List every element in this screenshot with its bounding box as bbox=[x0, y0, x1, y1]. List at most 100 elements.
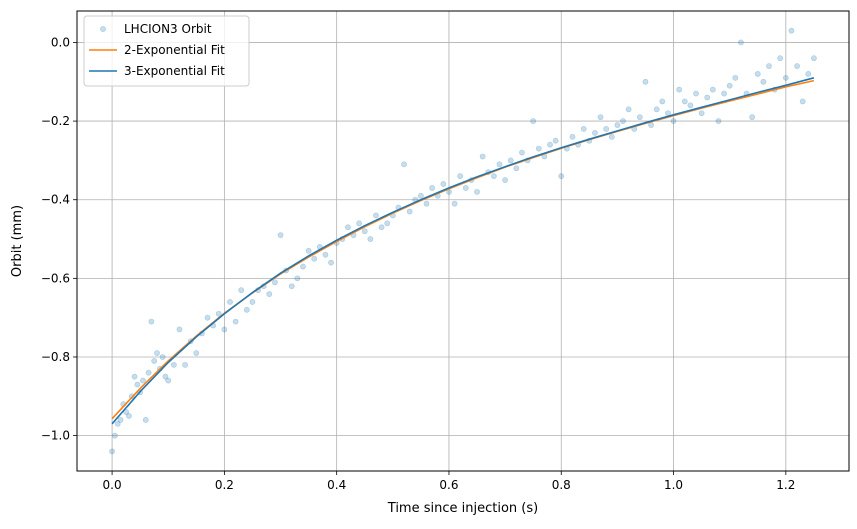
orbit-data-point bbox=[462, 185, 469, 191]
orbit-data-point bbox=[401, 161, 407, 168]
orbit-data-point bbox=[356, 220, 363, 227]
orbit-data-point bbox=[659, 98, 666, 105]
orbit-data-point bbox=[109, 448, 115, 455]
x-tick-label: 0.8 bbox=[552, 478, 571, 492]
orbit-data-point bbox=[738, 39, 744, 46]
orbit-data-point bbox=[345, 224, 351, 231]
axes-frame bbox=[76, 10, 850, 472]
orbit-data-point bbox=[126, 413, 132, 419]
orbit-data-point bbox=[145, 369, 152, 376]
orbit-data-point bbox=[693, 90, 699, 97]
two-exp-fit-line bbox=[111, 79, 815, 420]
three-exp-fit-line bbox=[111, 77, 815, 425]
orbit-data-point bbox=[182, 361, 188, 368]
orbit-data-point bbox=[681, 98, 688, 105]
orbit-data-point bbox=[788, 27, 795, 34]
orbit-data-point bbox=[749, 114, 756, 121]
orbit-data-point bbox=[311, 255, 318, 262]
orbit-data-point bbox=[305, 247, 312, 254]
orbit-data-point bbox=[361, 228, 368, 235]
legend-label: 2-Exponential Fit bbox=[124, 43, 225, 57]
orbit-data-point bbox=[300, 263, 306, 270]
x-axis-label: Time since injection (s) bbox=[387, 501, 538, 516]
y-tick-label: −0.4 bbox=[41, 193, 70, 207]
orbit-data-point bbox=[507, 157, 514, 164]
orbit-data-point bbox=[805, 71, 812, 77]
orbit-data-point bbox=[423, 200, 430, 207]
orbit-data-point bbox=[676, 86, 683, 93]
y-tick-label: −1.0 bbox=[41, 429, 70, 443]
orbit-data-point bbox=[159, 354, 166, 360]
fit-lines bbox=[111, 77, 815, 425]
orbit-data-point bbox=[243, 306, 250, 313]
orbit-data-point bbox=[227, 299, 233, 305]
orbit-data-point bbox=[558, 173, 565, 180]
x-tick-label: 1.0 bbox=[664, 478, 683, 492]
orbit-data-point bbox=[569, 133, 576, 140]
orbit-data-point bbox=[373, 212, 379, 219]
y-axis-ticks: 0.0 −0.2 −0.4 −0.6 −0.8 −1.0 bbox=[41, 35, 77, 443]
orbit-data-point bbox=[479, 153, 486, 160]
orbit-data-point bbox=[151, 358, 158, 364]
orbit-data-point bbox=[134, 381, 141, 388]
y-axis-label: Orbit (mm) bbox=[10, 205, 25, 277]
orbit-data-point bbox=[653, 106, 660, 113]
orbit-data-point bbox=[170, 361, 177, 368]
orbit-data-point bbox=[670, 118, 677, 124]
orbit-data-point bbox=[457, 173, 464, 180]
orbit-data-point bbox=[782, 74, 789, 81]
x-tick-label: 0.4 bbox=[327, 478, 346, 492]
orbit-data-point bbox=[221, 326, 228, 333]
orbit-data-point bbox=[597, 114, 604, 121]
grid-lines bbox=[77, 11, 849, 471]
orbit-data-point bbox=[709, 86, 716, 93]
orbit-data-point bbox=[204, 314, 211, 321]
orbit-data-point bbox=[519, 149, 525, 156]
orbit-data-point bbox=[698, 110, 705, 117]
orbit-data-point bbox=[148, 318, 155, 325]
orbit-data-point bbox=[294, 275, 301, 282]
orbit-data-point bbox=[715, 118, 722, 124]
orbit-data-point bbox=[440, 181, 447, 187]
orbit-data-point bbox=[603, 126, 610, 132]
orbit-data-point bbox=[794, 63, 800, 69]
orbit-data-point bbox=[140, 377, 146, 384]
orbit-data-point bbox=[530, 118, 537, 124]
orbit-data-point bbox=[552, 137, 559, 144]
orbit-data-point bbox=[451, 200, 458, 207]
y-tick-label: −0.2 bbox=[41, 114, 70, 128]
orbit-data-point bbox=[704, 94, 711, 101]
orbit-data-point bbox=[288, 283, 295, 290]
orbit-data-point bbox=[384, 220, 391, 227]
orbit-data-point bbox=[238, 287, 245, 294]
orbit-data-point bbox=[165, 377, 172, 384]
orbit-data-point bbox=[614, 122, 621, 128]
orbit-data-point bbox=[154, 350, 160, 356]
orbit-data-point bbox=[111, 432, 118, 439]
orbit-data-point bbox=[378, 224, 385, 231]
orbit-data-point bbox=[648, 122, 654, 128]
orbit-data-point bbox=[513, 165, 520, 172]
orbit-data-point bbox=[811, 55, 817, 62]
orbit-data-point bbox=[726, 82, 733, 89]
orbit-data-point bbox=[249, 299, 256, 305]
orbit-data-point bbox=[277, 232, 284, 239]
orbit-data-point bbox=[328, 259, 334, 266]
orbit-data-point bbox=[732, 74, 739, 81]
orbit-data-point bbox=[142, 416, 149, 423]
orbit-data-point bbox=[162, 373, 169, 380]
legend-label: 3-Exponential Fit bbox=[124, 64, 225, 78]
x-tick-label: 0.0 bbox=[103, 478, 122, 492]
orbit-data-point bbox=[474, 188, 480, 195]
y-tick-label: 0.0 bbox=[51, 35, 70, 49]
orbit-data-point bbox=[760, 78, 767, 85]
orbit-data-point bbox=[777, 55, 784, 62]
orbit-data-point bbox=[429, 185, 436, 191]
legend-label: LHCION3 Orbit bbox=[124, 22, 212, 36]
orbit-data-point bbox=[215, 310, 222, 317]
orbit-data-point bbox=[406, 208, 413, 215]
orbit-data-point bbox=[687, 102, 694, 109]
orbit-data-point bbox=[636, 114, 643, 121]
orbit-data-point bbox=[193, 350, 200, 356]
